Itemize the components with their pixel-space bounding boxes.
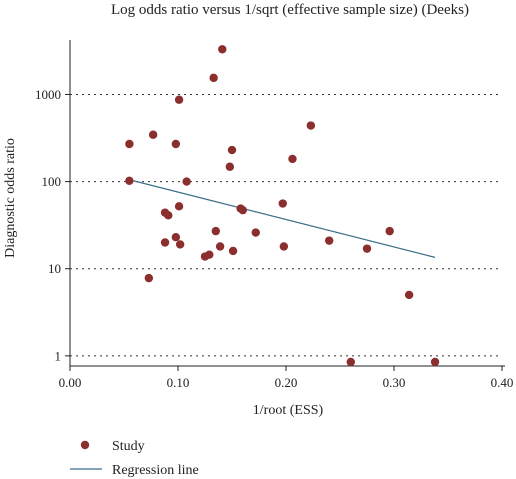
study-point: [125, 176, 134, 186]
x-tick-label: 0.40: [491, 375, 514, 390]
study-point: [225, 162, 235, 171]
regression-line: [129, 179, 436, 258]
study-point: [182, 177, 191, 186]
axes: [69, 40, 505, 367]
grid-lines: [70, 93, 502, 357]
regression-line-layer: [129, 179, 436, 258]
study-point: [325, 236, 334, 245]
study-point: [362, 244, 372, 253]
study-point: [228, 246, 238, 256]
x-tick-label: 0.20: [275, 375, 298, 390]
study-point: [215, 242, 225, 251]
study-point: [346, 357, 355, 367]
study-point: [279, 242, 289, 251]
study-point: [144, 273, 154, 283]
x-tick-label: 0.00: [59, 375, 82, 390]
y-ticks: 1 10 100 1000: [35, 87, 70, 363]
y-tick-label: 100: [42, 174, 62, 189]
study-point: [404, 290, 414, 300]
legend-study-label: Study: [112, 439, 145, 454]
study-point: [278, 199, 287, 208]
y-tick-label: 1000: [35, 87, 61, 102]
study-point: [218, 45, 227, 54]
chart-title: Log odds ratio versus 1/sqrt (effective …: [111, 2, 469, 18]
study-point: [385, 226, 394, 236]
study-point: [125, 139, 134, 149]
x-ticks: 0.00 0.10 0.20 0.30 0.40: [59, 366, 514, 390]
study-point: [211, 226, 220, 236]
study-point: [160, 238, 170, 247]
study-point: [164, 211, 173, 220]
legend-regression-label: Regression line: [112, 463, 199, 478]
legend: Study Regression line: [70, 439, 199, 478]
legend-study-marker: [80, 440, 90, 450]
x-tick-label: 0.10: [167, 375, 190, 390]
y-tick-label: 1: [55, 348, 62, 363]
study-point: [288, 154, 297, 164]
study-point: [174, 202, 184, 211]
study-point: [175, 240, 185, 249]
study-point: [171, 139, 181, 149]
study-points-layer: [125, 45, 440, 367]
study-point: [174, 95, 184, 104]
y-axis-label: Diagnostic odds ratio: [3, 138, 18, 258]
x-axis-label: 1/root (ESS): [253, 403, 324, 418]
study-point: [306, 121, 316, 130]
study-point: [148, 130, 158, 139]
study-point: [430, 357, 440, 367]
study-point: [209, 73, 218, 83]
study-point: [251, 228, 260, 237]
study-point: [227, 145, 237, 155]
x-tick-label: 0.30: [383, 375, 406, 390]
study-point: [171, 233, 181, 242]
y-tick-label: 10: [48, 261, 61, 276]
study-point: [238, 205, 247, 215]
study-point: [200, 252, 210, 261]
